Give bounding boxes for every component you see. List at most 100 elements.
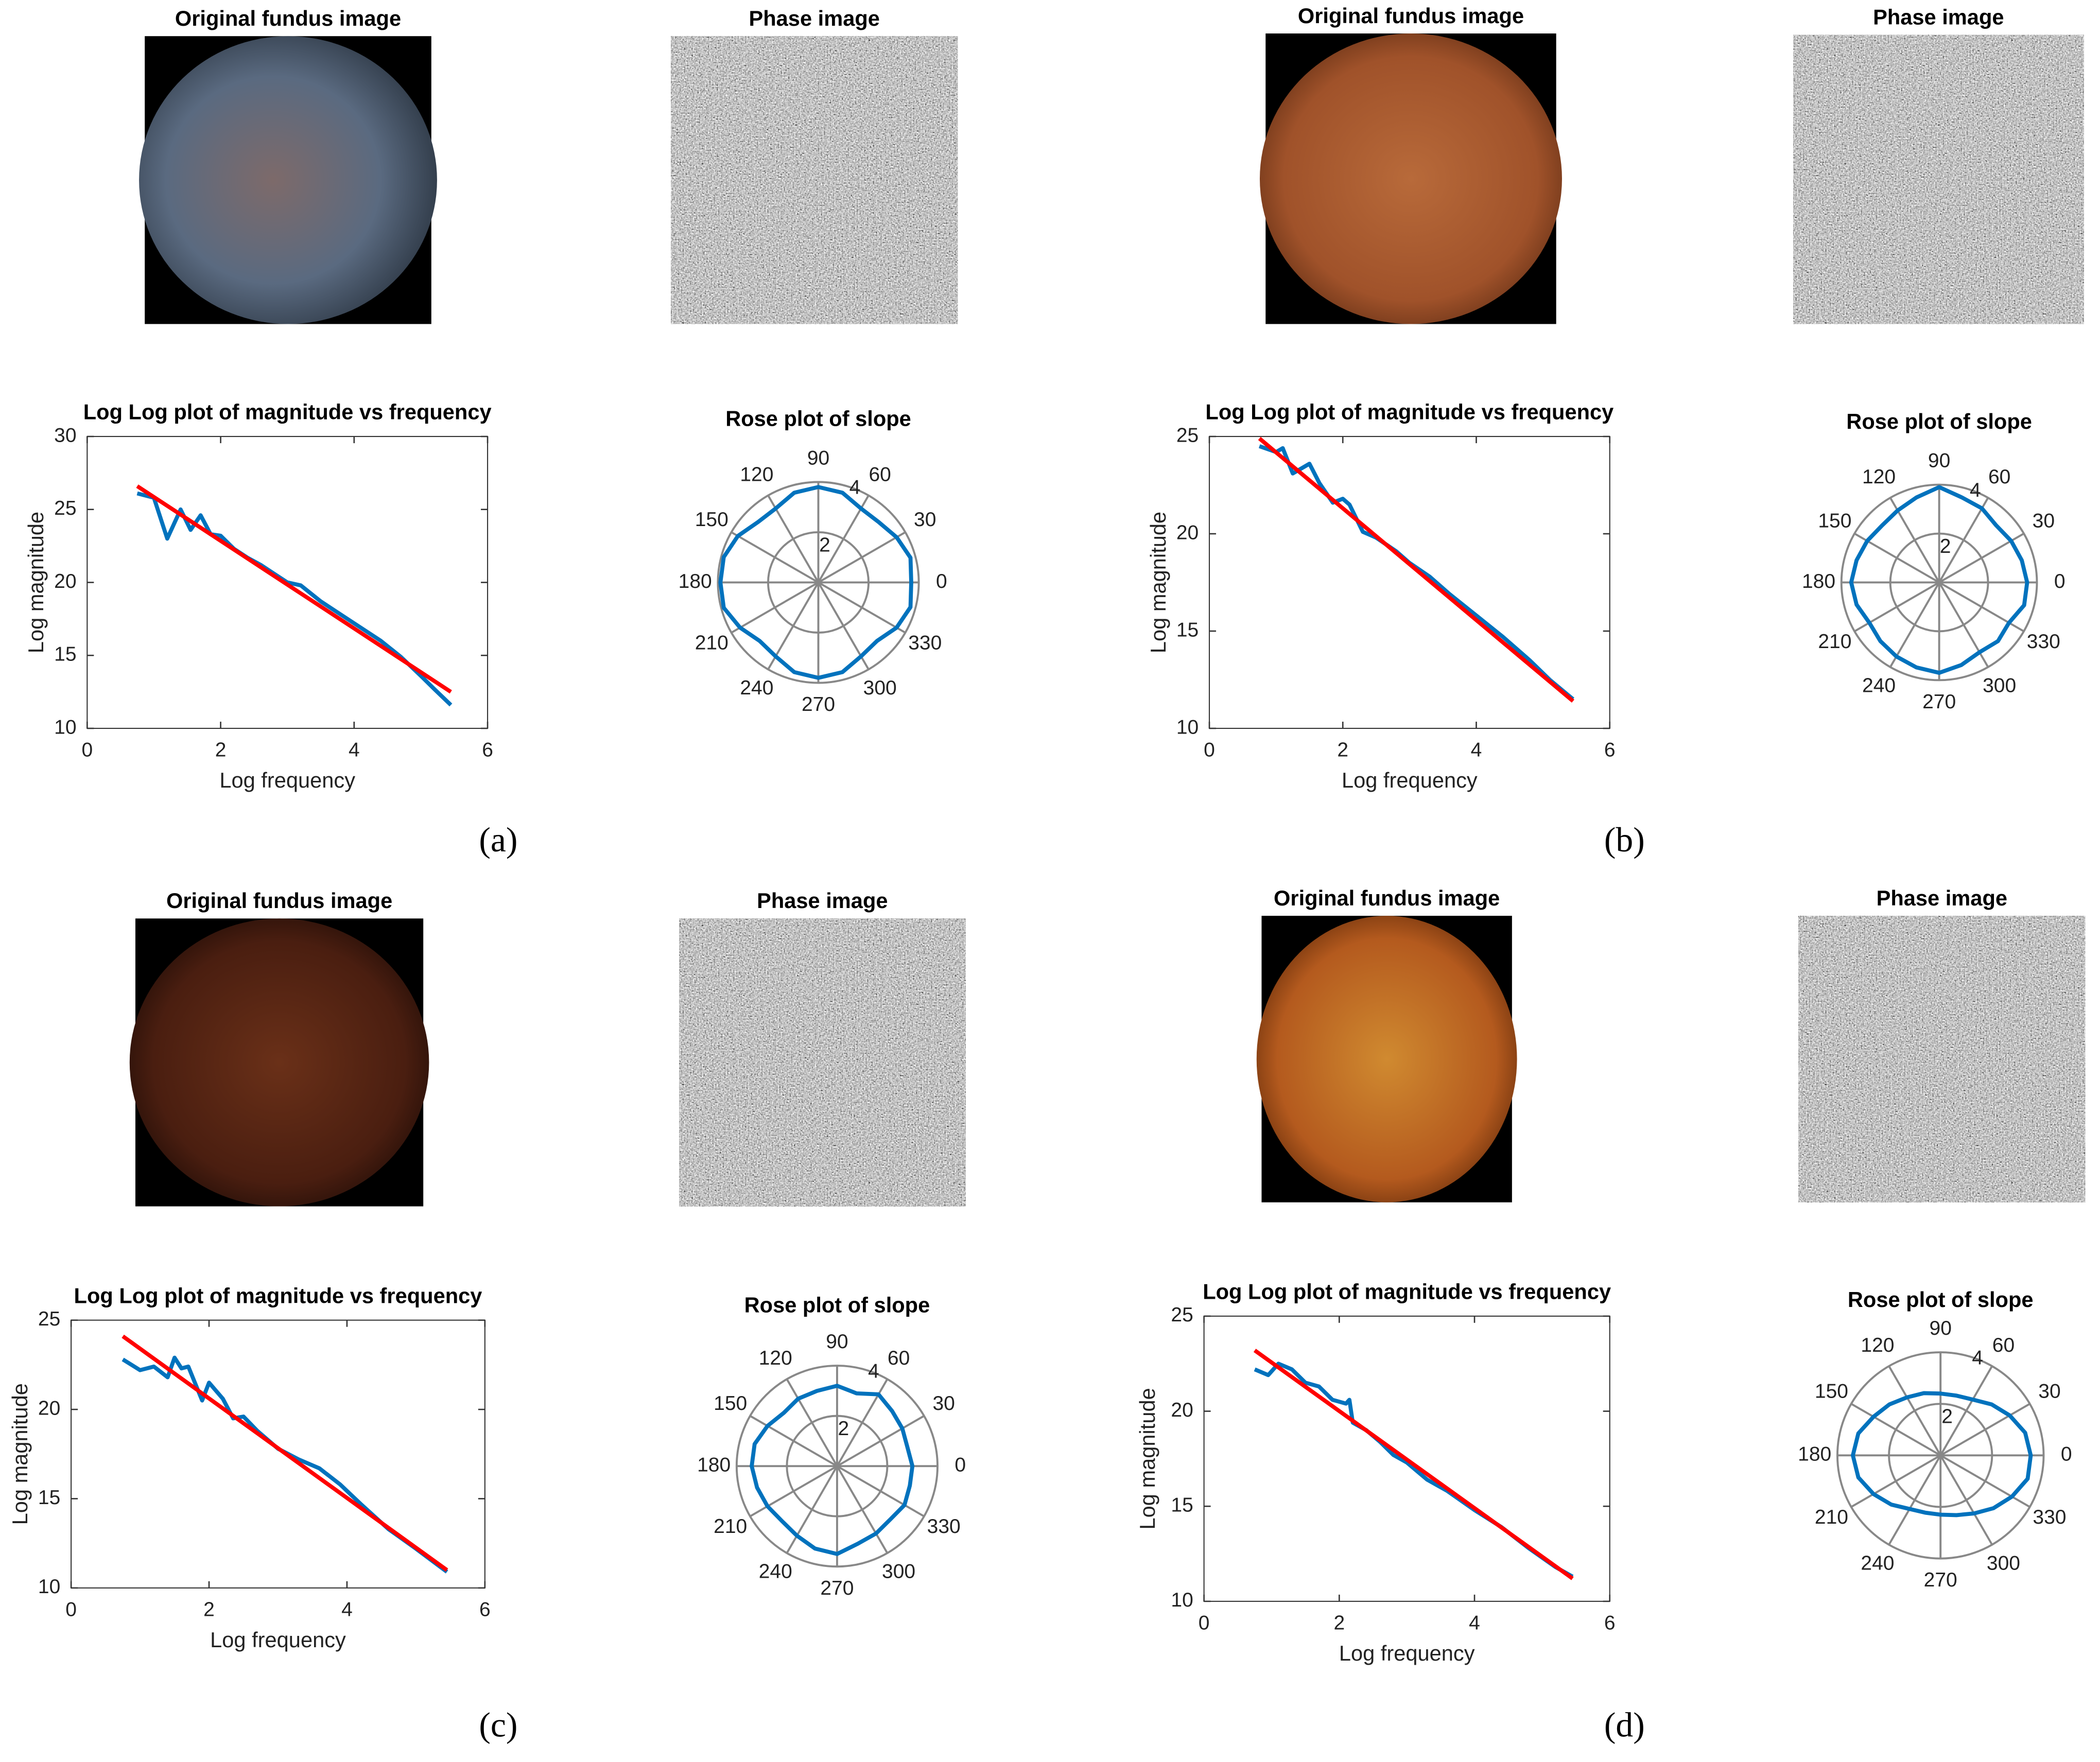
theta-tick-label: 210 xyxy=(695,632,728,654)
ring xyxy=(735,1365,939,1568)
data-line xyxy=(136,491,453,707)
x-tick-label: 0 xyxy=(81,739,93,761)
data-line xyxy=(1253,1349,1574,1580)
y-tick-label: 20 xyxy=(1176,521,1199,544)
phase-image xyxy=(679,918,966,1207)
theta-tick-label: 30 xyxy=(914,509,936,531)
theta-tick-label: 0 xyxy=(936,570,947,592)
y-axis-label: Log magnitude xyxy=(24,512,48,653)
theta-tick-label: 300 xyxy=(882,1561,915,1583)
y-tick-label: 15 xyxy=(54,643,76,666)
theta-tick-label: 30 xyxy=(2033,510,2055,532)
axes-box xyxy=(71,1319,485,1589)
r-tick-label: 2 xyxy=(1940,535,1951,557)
theta-tick-label: 90 xyxy=(1928,450,1950,472)
x-tick-label: 4 xyxy=(1471,739,1482,761)
fundus-image xyxy=(129,918,429,1207)
theta-tick-label: 120 xyxy=(1861,1334,1894,1356)
theta-tick-label: 300 xyxy=(1987,1552,2020,1574)
x-axis-label: Log frequency xyxy=(219,768,355,792)
x-tick-label: 6 xyxy=(1604,739,1616,761)
x-axis-label: Log frequency xyxy=(1339,1641,1475,1665)
y-tick-label: 10 xyxy=(1171,1589,1193,1611)
theta-tick-label: 60 xyxy=(888,1347,910,1369)
x-tick-label: 0 xyxy=(1204,739,1215,761)
theta-tick-label: 300 xyxy=(1983,675,2016,697)
x-tick-label: 2 xyxy=(1337,739,1348,761)
ring xyxy=(767,531,870,634)
theta-tick-label: 60 xyxy=(1992,1334,2015,1356)
y-axis-label: Log magnitude xyxy=(1135,1388,1159,1529)
chart-title: Rose plot of slope xyxy=(725,407,911,431)
r-tick-label: 4 xyxy=(849,477,861,499)
data-line xyxy=(1258,437,1574,703)
data-line xyxy=(1258,444,1574,701)
theta-tick-label: 30 xyxy=(932,1392,954,1415)
fundus-title: Original fundus image xyxy=(1298,4,1524,28)
theta-tick-label: 150 xyxy=(1818,510,1851,532)
phase-title: Phase image xyxy=(757,888,888,913)
theta-tick-label: 210 xyxy=(1818,631,1851,653)
x-tick-label: 6 xyxy=(482,739,493,761)
panel-label: (d) xyxy=(1604,1705,1645,1744)
phase-image xyxy=(1793,34,2084,324)
theta-tick-label: 210 xyxy=(1815,1506,1848,1528)
theta-tick-label: 180 xyxy=(1802,570,1835,592)
y-tick-label: 20 xyxy=(1171,1399,1193,1421)
x-tick-label: 6 xyxy=(479,1598,491,1620)
rose-line xyxy=(718,485,913,680)
theta-tick-label: 330 xyxy=(908,632,942,654)
x-tick-label: 0 xyxy=(1199,1612,1210,1634)
axes-box xyxy=(1203,1315,1610,1602)
theta-tick-label: 180 xyxy=(679,570,712,592)
panel-label: (b) xyxy=(1604,821,1645,859)
phase-image xyxy=(671,36,958,324)
theta-tick-label: 240 xyxy=(1862,675,1896,697)
x-tick-label: 2 xyxy=(215,739,227,761)
y-tick-label: 25 xyxy=(1176,424,1199,446)
theta-tick-label: 270 xyxy=(802,693,835,716)
y-tick-label: 20 xyxy=(54,570,76,592)
y-axis-label: Log magnitude xyxy=(8,1383,32,1525)
chart-title: Log Log plot of magnitude vs frequency xyxy=(74,1283,482,1307)
theta-tick-label: 90 xyxy=(807,447,829,469)
x-axis-label: Log frequency xyxy=(210,1628,346,1652)
theta-tick-label: 30 xyxy=(2038,1380,2060,1402)
x-axis-label: Log frequency xyxy=(1342,768,1478,792)
rose-line xyxy=(1851,1391,2033,1517)
theta-tick-label: 180 xyxy=(1798,1443,1831,1466)
theta-tick-label: 270 xyxy=(1924,1569,1957,1591)
chart-title: Log Log plot of magnitude vs frequency xyxy=(83,400,492,424)
theta-tick-label: 210 xyxy=(714,1515,747,1538)
r-tick-label: 4 xyxy=(1970,479,1981,501)
data-line xyxy=(122,1355,448,1574)
r-tick-label: 4 xyxy=(1972,1347,1983,1369)
theta-tick-label: 330 xyxy=(2027,631,2060,653)
data-line xyxy=(136,484,452,694)
y-tick-label: 15 xyxy=(1171,1494,1193,1516)
theta-tick-label: 90 xyxy=(1930,1317,1952,1339)
theta-tick-label: 330 xyxy=(927,1515,961,1538)
y-tick-label: 25 xyxy=(54,497,76,519)
r-tick-label: 2 xyxy=(838,1418,849,1440)
phase-image xyxy=(1798,916,2086,1202)
chart-title: Rose plot of slope xyxy=(744,1293,930,1317)
y-tick-label: 25 xyxy=(38,1308,60,1330)
theta-tick-label: 60 xyxy=(869,464,891,486)
theta-tick-label: 270 xyxy=(1922,691,1956,713)
x-tick-label: 0 xyxy=(65,1598,77,1620)
y-axis-label: Log magnitude xyxy=(1146,512,1170,653)
fundus-title: Original fundus image xyxy=(1274,886,1500,910)
r-tick-label: 2 xyxy=(1941,1406,1953,1428)
theta-tick-label: 240 xyxy=(1861,1552,1894,1574)
theta-tick-label: 180 xyxy=(697,1454,731,1476)
ring xyxy=(1840,483,2038,682)
theta-tick-label: 60 xyxy=(1988,466,2010,488)
panel-label: (c) xyxy=(479,1705,517,1744)
theta-tick-label: 0 xyxy=(2054,570,2066,592)
ring xyxy=(786,1415,889,1517)
data-line xyxy=(122,1334,448,1572)
x-tick-label: 4 xyxy=(349,739,360,761)
